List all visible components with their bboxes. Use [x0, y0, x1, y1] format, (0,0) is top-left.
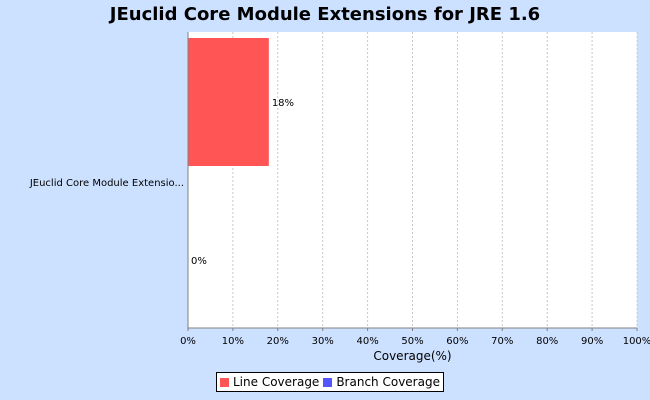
x-tick-label: 30%: [312, 336, 334, 347]
chart-title: JEuclid Core Module Extensions for JRE 1…: [109, 4, 541, 25]
x-tick-label: 0%: [180, 336, 196, 347]
bar-value-label: 0%: [191, 256, 207, 267]
x-tick-label: 90%: [581, 336, 603, 347]
legend-item-branch-coverage: Branch Coverage: [323, 375, 440, 389]
x-ticks: 0% 10% 20% 30% 40% 50% 60% 70% 80% 90% 100%: [180, 328, 650, 347]
x-tick-label: 40%: [356, 336, 378, 347]
x-tick-label: 70%: [491, 336, 513, 347]
legend-item-line-coverage: Line Coverage: [220, 375, 319, 389]
x-tick-label: 60%: [446, 336, 468, 347]
x-tick-label: 20%: [267, 336, 289, 347]
legend-swatch-line-coverage: [220, 377, 229, 387]
bars: 18% 0%: [188, 38, 294, 267]
legend: Line Coverage Branch Coverage: [216, 372, 444, 392]
legend-label-line-coverage: Line Coverage: [233, 375, 320, 389]
legend-label-branch-coverage: Branch Coverage: [336, 375, 440, 389]
y-category-label: JEuclid Core Module Extensio...: [29, 178, 184, 189]
x-tick-label: 50%: [401, 336, 423, 347]
grid-lines: [232, 32, 638, 328]
bar-line-coverage: [188, 38, 269, 166]
x-axis-label: Coverage(%): [373, 349, 451, 363]
legend-swatch-branch-coverage: [323, 377, 333, 387]
x-tick-label: 80%: [536, 336, 558, 347]
x-tick-label: 10%: [222, 336, 244, 347]
bar-value-label: 18%: [272, 98, 294, 109]
x-tick-label: 100%: [623, 336, 650, 347]
